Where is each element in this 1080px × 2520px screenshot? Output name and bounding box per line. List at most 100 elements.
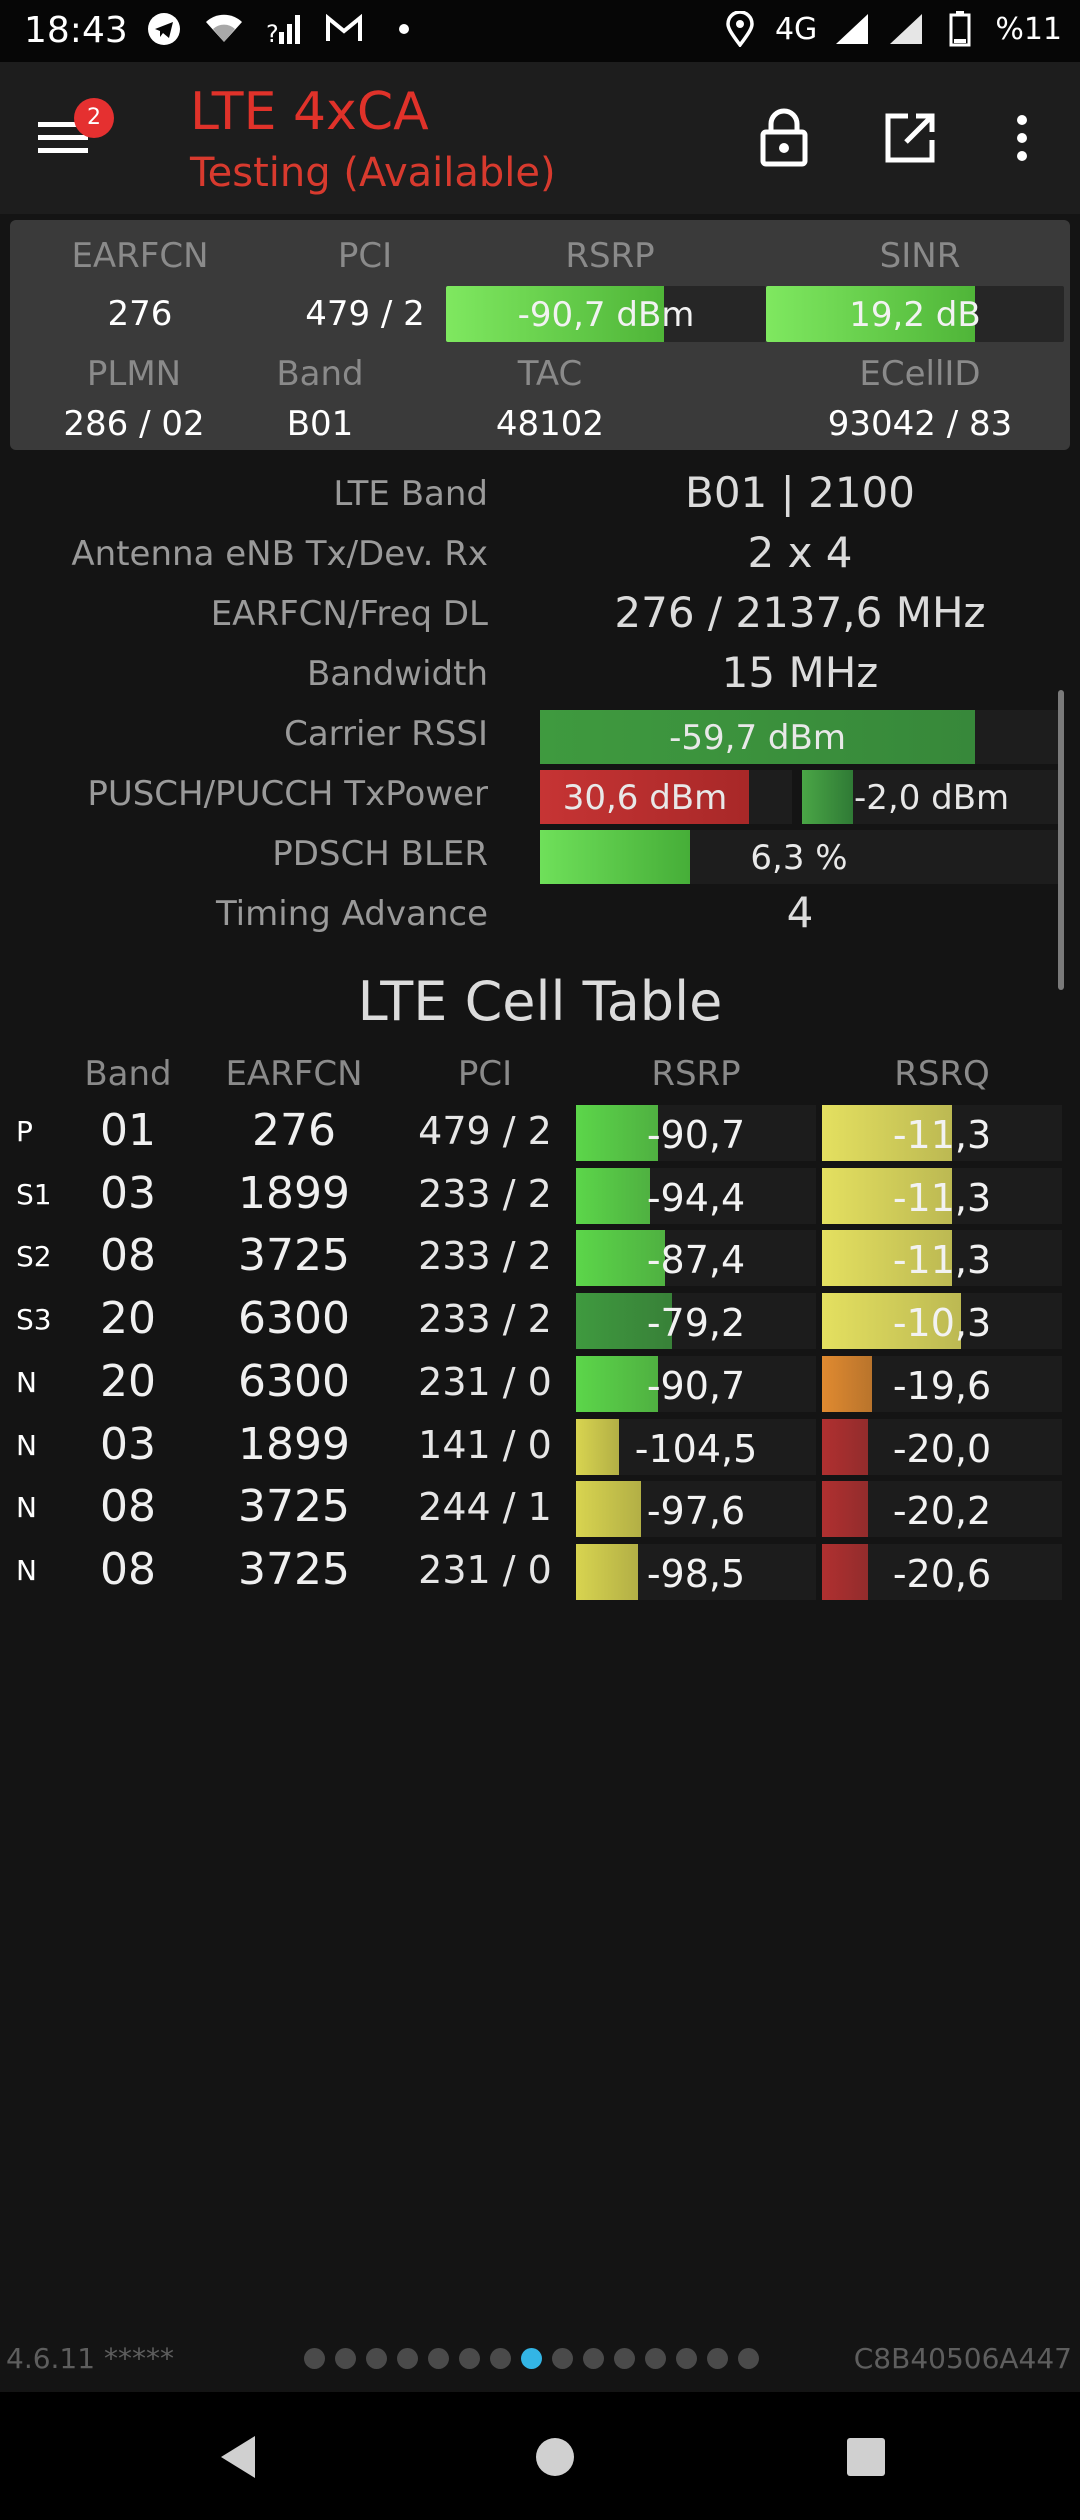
menu-button[interactable] [36, 102, 106, 172]
earfcn-value: 276 [107, 294, 173, 334]
carrier-rssi-value: -59,7 dBm [669, 718, 846, 758]
cell-rsrq-fill [822, 1167, 952, 1224]
page-dot[interactable] [490, 2348, 511, 2369]
cell-rsrq-value: -19,6 [892, 1363, 992, 1408]
back-icon [221, 2436, 255, 2478]
page-dot[interactable] [304, 2348, 325, 2369]
open-external-icon [885, 113, 935, 163]
dot-icon [385, 10, 423, 48]
signal-icon [833, 10, 871, 48]
cell-earfcn: 3725 [238, 1230, 350, 1282]
notification-badge: 2 [74, 98, 114, 138]
status-bar: 18:43 ? 4G %11 [0, 0, 1080, 62]
cell-type: P [16, 1115, 33, 1148]
page-dot[interactable] [366, 2348, 387, 2369]
cell-rsrq-value: -20,6 [892, 1551, 992, 1596]
page-dot[interactable] [738, 2348, 759, 2369]
pucch-power-meter: -2,0 dBm [802, 770, 1058, 824]
band-column-header: Band [84, 1054, 172, 1094]
cell-pci: 479 / 2 [418, 1109, 552, 1153]
cell-rsrp-value: -90,7 [646, 1113, 746, 1157]
page-dot[interactable] [645, 2348, 666, 2369]
page-dot[interactable] [459, 2348, 480, 2369]
page-dot[interactable] [335, 2348, 356, 2369]
cell-band: 03 [100, 1167, 156, 1219]
cell-rsrp-fill [576, 1105, 658, 1161]
pusch-power-meter: 30,6 dBm [540, 770, 792, 824]
cell-rsrp-fill [576, 1293, 672, 1350]
cell-rsrp-meter: -98,5 [576, 1543, 816, 1600]
cell-rsrq-fill [822, 1230, 952, 1287]
sinr-meter-fill [766, 286, 975, 342]
rsrp-meter-fill [446, 286, 664, 342]
cell-rsrp-fill [576, 1230, 665, 1287]
page-dot[interactable] [397, 2348, 418, 2369]
overflow-menu-button[interactable] [990, 106, 1054, 170]
cell-rsrp-value: -98,5 [646, 1551, 746, 1596]
rsrq-column-header: RSRQ [894, 1054, 990, 1094]
page-title: LTE 4xCA [190, 82, 429, 142]
pucch-power-value: -2,0 dBm [854, 778, 1010, 818]
bler-label: PDSCH BLER [272, 834, 488, 874]
lte-band-label: LTE Band [333, 474, 488, 514]
cell-earfcn: 1899 [238, 1167, 350, 1219]
signal-icon [887, 10, 925, 48]
rsrp-column-header: RSRP [651, 1054, 741, 1094]
page-dot[interactable] [614, 2348, 635, 2369]
bler-value: 6,3 % [750, 838, 848, 878]
cell-rsrp-value: -90,7 [646, 1363, 746, 1408]
serving-cell-summary: EARFCN PCI RSRP SINR 276 479 / 2 -90,7 d… [10, 220, 1070, 450]
page-dot[interactable] [583, 2348, 604, 2369]
ecellid-label: ECellID [859, 354, 981, 394]
pucch-power-fill [802, 770, 854, 824]
page-dot[interactable] [707, 2348, 728, 2369]
cell-type: S2 [16, 1240, 52, 1274]
cell-rsrp-meter: -90,7 [576, 1355, 816, 1412]
earfcn-freq-label: EARFCN/Freq DL [210, 594, 488, 634]
bler-fill [540, 830, 691, 884]
cell-rsrq-meter: -20,0 [822, 1418, 1062, 1475]
sinr-meter: 19,2 dB [766, 286, 1064, 342]
cell-band: 20 [100, 1355, 156, 1407]
page-subtitle: Testing (Available) [190, 150, 556, 196]
carrier-rssi-fill [540, 710, 976, 764]
cell-rsrq-meter: -20,2 [822, 1481, 1062, 1538]
antenna-label: Antenna eNB Tx/Dev. Rx [71, 534, 488, 574]
lock-button[interactable] [752, 106, 816, 170]
recents-icon [847, 2438, 885, 2476]
pusch-power-value: 30,6 dBm [562, 778, 728, 818]
home-icon [536, 2438, 574, 2476]
tac-label: TAC [517, 354, 583, 394]
network-type: 4G [774, 11, 818, 47]
bandwidth-value: 15 MHz [721, 648, 879, 697]
back-button[interactable] [205, 2422, 275, 2492]
more-vert-icon [1017, 115, 1027, 161]
sinr-label: SINR [879, 236, 961, 276]
cell-earfcn: 3725 [238, 1543, 350, 1595]
tac-value: 48102 [495, 404, 605, 444]
scrollbar[interactable] [1058, 690, 1064, 990]
cell-band: 01 [100, 1105, 156, 1156]
cell-rsrp-fill [576, 1355, 658, 1412]
page-dot[interactable] [521, 2348, 542, 2369]
page-dot[interactable] [552, 2348, 573, 2369]
recents-button[interactable] [831, 2422, 901, 2492]
table-row: N 20 6300 231 / 0 -90,7 -19,6 [0, 1352, 1080, 1414]
table-row: N 03 1899 141 / 0 -104,5 -20,0 [0, 1415, 1080, 1477]
cell-earfcn: 6300 [238, 1355, 350, 1407]
page-dot[interactable] [676, 2348, 697, 2369]
cell-type: N [16, 1428, 37, 1462]
cell-rsrq-value: -20,0 [892, 1426, 992, 1471]
svg-text:?: ? [266, 20, 279, 46]
page-dot[interactable] [428, 2348, 449, 2369]
rsrp-label: RSRP [565, 236, 655, 276]
cell-earfcn: 3725 [238, 1481, 350, 1533]
cell-rsrq-value: -11,3 [892, 1175, 992, 1220]
home-button[interactable] [520, 2422, 590, 2492]
cell-rsrp-value: -97,6 [646, 1489, 746, 1534]
table-row: S1 03 1899 233 / 2 -94,4 -11,3 [0, 1164, 1080, 1226]
open-external-button[interactable] [878, 106, 942, 170]
cell-rsrq-meter: -11,3 [822, 1167, 1062, 1224]
pci-column-header: PCI [457, 1054, 513, 1094]
cell-rsrq-value: -11,3 [892, 1238, 992, 1283]
